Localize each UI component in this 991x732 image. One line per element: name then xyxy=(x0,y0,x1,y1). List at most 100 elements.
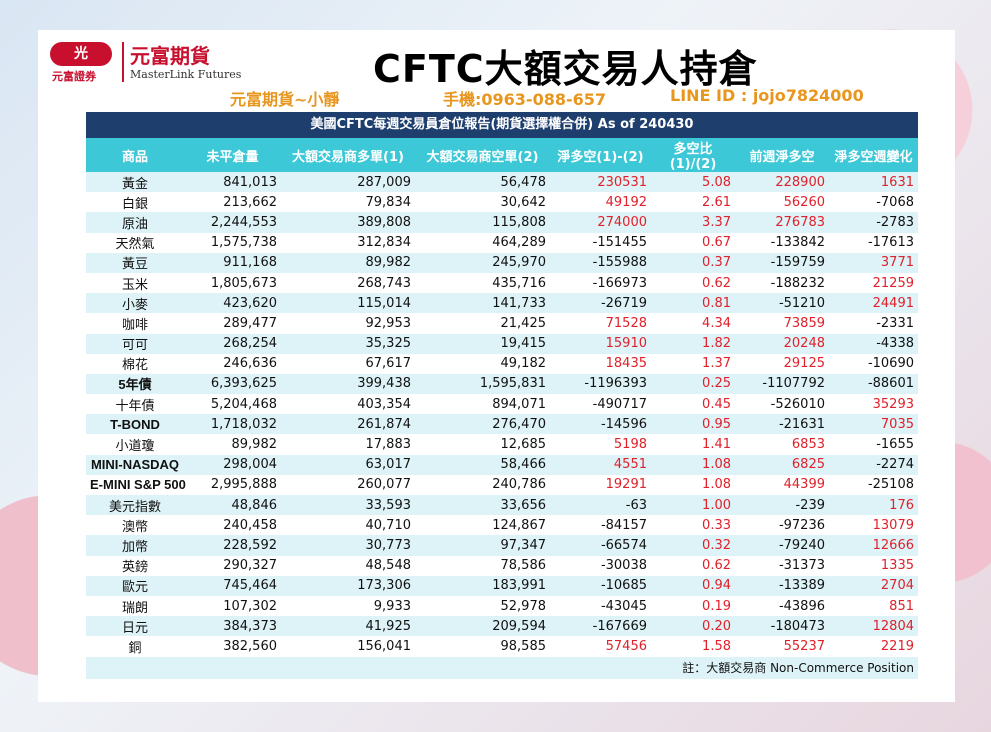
table-row: 英鎊 290,327 48,548 78,586 -30038 0.62 -31373 133… xyxy=(86,555,918,576)
cell-long: 17,883 xyxy=(281,434,415,455)
col-header-net-change: 淨多空週變化 xyxy=(829,138,918,172)
cell-short: 245,970 xyxy=(415,252,550,273)
cell-net-change: 3771 xyxy=(829,252,918,273)
cell-open-interest: 246,636 xyxy=(184,353,281,374)
logo-divider xyxy=(122,42,124,82)
cell-net-change: 2219 xyxy=(829,636,918,657)
cell-net-change: 1631 xyxy=(829,172,918,193)
masterlink-logo: 光 元富證券 元富期貨 MasterLink Futures xyxy=(50,42,250,83)
cell-short: 115,808 xyxy=(415,212,550,233)
cftc-table: 美國CFTC每週交易員倉位報告(期貨選擇權合併) As of 240430 商品… xyxy=(86,112,918,679)
cell-long: 35,325 xyxy=(281,333,415,354)
page-title: CFTC大額交易人持倉 xyxy=(373,47,758,91)
cell-commodity: MINI-NASDAQ xyxy=(86,454,184,475)
cell-open-interest: 290,327 xyxy=(184,555,281,576)
cell-short: 56,478 xyxy=(415,172,550,193)
cell-commodity: 歐元 xyxy=(86,575,184,596)
cell-ratio: 0.19 xyxy=(651,595,735,617)
cell-ratio: 0.67 xyxy=(651,232,735,253)
cell-net: -63 xyxy=(550,495,651,516)
cell-prev-net: -239 xyxy=(735,495,829,516)
cell-short: 98,585 xyxy=(415,636,550,657)
cell-net: -166973 xyxy=(550,272,651,294)
cell-prev-net: -188232 xyxy=(735,272,829,294)
cell-ratio: 0.94 xyxy=(651,575,735,596)
cell-open-interest: 268,254 xyxy=(184,333,281,354)
cell-net-change: 35293 xyxy=(829,394,918,415)
cell-prev-net: -43896 xyxy=(735,595,829,617)
cell-net-change: 851 xyxy=(829,595,918,617)
cell-net: 230531 xyxy=(550,172,651,193)
cell-prev-net: -21631 xyxy=(735,414,829,435)
table-row: 銅 382,560 156,041 98,585 57456 1.58 55237 2219 xyxy=(86,636,918,657)
cell-prev-net: 55237 xyxy=(735,636,829,657)
table-row: 小道瓊 89,982 17,883 12,685 5198 1.41 6853 -1655 xyxy=(86,434,918,455)
cell-short: 21,425 xyxy=(415,313,550,334)
cell-commodity: 棉花 xyxy=(86,353,184,374)
cell-prev-net: -31373 xyxy=(735,555,829,576)
report-card: 光 元富證券 元富期貨 MasterLink Futures CFTC大額交易人… xyxy=(38,30,955,702)
table-row: 5年債 6,393,625 399,438 1,595,831 -1196393 0.25… xyxy=(86,373,918,395)
cell-prev-net: 20248 xyxy=(735,333,829,354)
cell-short: 19,415 xyxy=(415,333,550,354)
cell-net: 274000 xyxy=(550,212,651,233)
cell-long: 67,617 xyxy=(281,353,415,374)
table-row: 歐元 745,464 173,306 183,991 -10685 0.94 -13389 2… xyxy=(86,575,918,596)
cell-prev-net: 6825 xyxy=(735,454,829,475)
table-row: 咖啡 289,477 92,953 21,425 71528 4.34 73859 -2331 xyxy=(86,313,918,334)
cell-net-change: 13079 xyxy=(829,515,918,536)
table-row: 日元 384,373 41,925 209,594 -167669 0.20 -180473… xyxy=(86,616,918,637)
cell-short: 1,595,831 xyxy=(415,373,550,395)
cell-ratio: 0.37 xyxy=(651,252,735,273)
cell-commodity: 黃金 xyxy=(86,172,184,193)
cell-short: 52,978 xyxy=(415,595,550,617)
cell-net-change: 21259 xyxy=(829,272,918,294)
cell-commodity: 瑞朗 xyxy=(86,595,184,617)
table-row: 玉米 1,805,673 268,743 435,716 -166973 0.62 -188… xyxy=(86,272,918,294)
cell-prev-net: 29125 xyxy=(735,353,829,374)
cell-short: 78,586 xyxy=(415,555,550,576)
cell-net-change: 7035 xyxy=(829,414,918,435)
col-header-ratio: 多空比(1)/(2) xyxy=(651,138,735,172)
cell-prev-net: 228900 xyxy=(735,172,829,193)
cell-net: -26719 xyxy=(550,293,651,314)
cell-commodity: 銅 xyxy=(86,636,184,657)
cell-prev-net: -97236 xyxy=(735,515,829,536)
cell-prev-net: -180473 xyxy=(735,616,829,637)
column-header-row: 商品 未平倉量 大額交易商多單(1) 大額交易商空單(2) 淨多空(1)-(2)… xyxy=(86,138,918,172)
cell-open-interest: 745,464 xyxy=(184,575,281,596)
cell-prev-net: 44399 xyxy=(735,474,829,495)
cell-net-change: -7068 xyxy=(829,192,918,213)
cell-open-interest: 1,805,673 xyxy=(184,272,281,294)
table-header: 美國CFTC每週交易員倉位報告(期貨選擇權合併) As of 240430 xyxy=(86,112,918,138)
cell-net-change: -25108 xyxy=(829,474,918,495)
col-header-prev-net: 前週淨多空 xyxy=(735,138,829,172)
cell-short: 12,685 xyxy=(415,434,550,455)
cell-net-change: 1335 xyxy=(829,555,918,576)
cell-long: 261,874 xyxy=(281,414,415,435)
cell-ratio: 0.25 xyxy=(651,373,735,395)
cell-commodity: 黃豆 xyxy=(86,252,184,273)
cell-commodity: 5年債 xyxy=(86,373,184,395)
cell-ratio: 0.45 xyxy=(651,394,735,415)
cell-net: 49192 xyxy=(550,192,651,213)
contact-line-id: LINE ID : jojo7824000 xyxy=(670,86,864,105)
table-row: 黃豆 911,168 89,982 245,970 -155988 0.37 -159759… xyxy=(86,252,918,273)
cell-net: -167669 xyxy=(550,616,651,637)
cell-net: 5198 xyxy=(550,434,651,455)
cell-commodity: 小道瓊 xyxy=(86,434,184,455)
cell-short: 33,656 xyxy=(415,495,550,516)
cell-net: -490717 xyxy=(550,394,651,415)
table-row: 小麥 423,620 115,014 141,733 -26719 0.81 -51210 2… xyxy=(86,293,918,314)
col-header-short: 大額交易商空單(2) xyxy=(415,138,550,172)
cell-prev-net: -51210 xyxy=(735,293,829,314)
cell-short: 894,071 xyxy=(415,394,550,415)
cell-open-interest: 89,982 xyxy=(184,434,281,455)
cell-commodity: 加幣 xyxy=(86,535,184,556)
cell-long: 260,077 xyxy=(281,474,415,495)
cell-open-interest: 48,846 xyxy=(184,495,281,516)
cell-ratio: 0.81 xyxy=(651,293,735,314)
cell-prev-net: 6853 xyxy=(735,434,829,455)
cell-commodity: 白銀 xyxy=(86,192,184,213)
cell-long: 389,808 xyxy=(281,212,415,233)
